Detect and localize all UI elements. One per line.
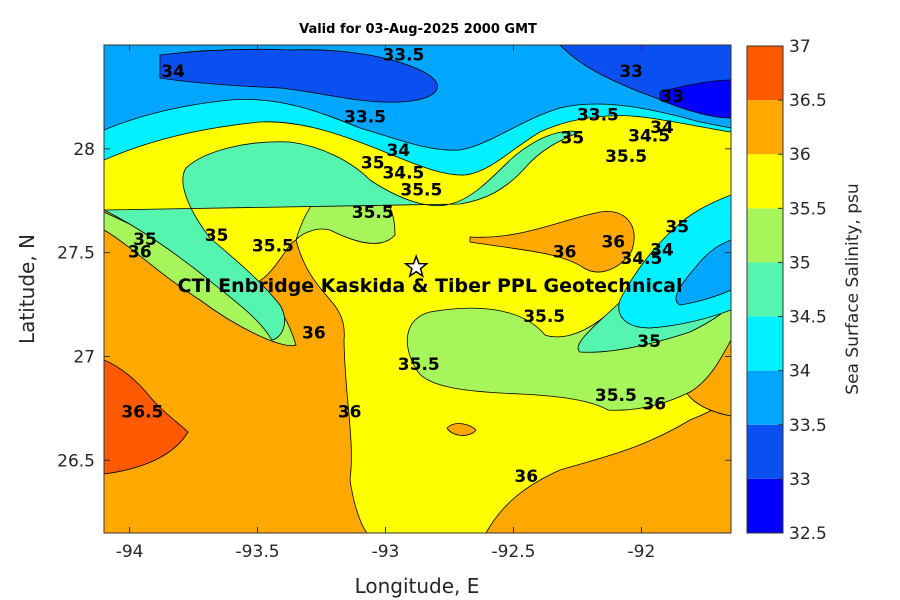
- contour-label: 36.5: [121, 403, 163, 423]
- y-tick-label: 27.5: [57, 244, 95, 264]
- contour-label: 34: [161, 62, 185, 82]
- site-marker: [403, 253, 429, 278]
- contour-label: 35: [133, 230, 157, 250]
- contour-label: 36: [338, 403, 362, 423]
- x-axis: -94 -93.5 -93 -92.5 -92: [116, 45, 656, 562]
- colorbar-segment: [747, 262, 783, 317]
- x-tick-label: -93.5: [236, 542, 280, 562]
- contour-label: 36: [642, 394, 666, 414]
- contour-label: 33: [660, 87, 684, 107]
- colorbar-tick-label: 35.5: [789, 199, 827, 219]
- y-tick-label: 26.5: [57, 451, 95, 471]
- contour-label: 36: [514, 467, 538, 487]
- contour-label: 35: [205, 226, 229, 246]
- contour-label: 36: [128, 243, 152, 263]
- contour-label: 35.5: [595, 386, 637, 406]
- contour-label: 35.5: [605, 147, 647, 167]
- contour-label: 35.5: [352, 203, 394, 223]
- colorbar-tick-label: 36.5: [789, 91, 827, 111]
- contour-label: 35.5: [252, 236, 294, 256]
- contour-label: 34: [650, 241, 674, 261]
- contour-field: [104, 45, 731, 533]
- y-tick-label: 28: [73, 140, 95, 160]
- colorbar-tick-label: 33: [789, 470, 811, 490]
- colorbar-tick-label: 33.5: [789, 416, 827, 436]
- colorbar-segment: [747, 478, 783, 533]
- colorbar-tick-label: 37: [789, 37, 811, 57]
- star-icon: [403, 253, 429, 278]
- y-tick-label: 27: [73, 347, 95, 367]
- colorbar-segment: [747, 100, 783, 155]
- band-36-36.5-center: [469, 211, 635, 273]
- colorbar-frame: [746, 45, 784, 534]
- chart-title: Valid for 03-Aug-2025 2000 GMT: [299, 22, 537, 37]
- contour-label: 35: [665, 218, 689, 238]
- band-36-36.5-blob: [446, 423, 477, 436]
- x-tick-label: -92.5: [491, 542, 535, 562]
- contour-label: 36: [601, 232, 625, 252]
- contour-label: 33.5: [382, 45, 424, 65]
- plot-frame: [103, 44, 732, 534]
- x-tick-label: -93: [372, 542, 400, 562]
- colorbar-tick-label: 34: [789, 362, 811, 382]
- colorbar-segment: [747, 208, 783, 263]
- contour-label: 34: [650, 118, 674, 138]
- contour-label: 35.5: [398, 355, 440, 375]
- y-axis-label: Latitude, N: [15, 234, 39, 344]
- contour-label: 34.5: [620, 249, 662, 269]
- contour-label: 35.5: [400, 180, 442, 200]
- colorbar-segment: [747, 154, 783, 209]
- colorbar-segment: [747, 370, 783, 425]
- band-36.5-37: [104, 359, 189, 475]
- colorbar-segment: [747, 46, 783, 101]
- contour-label: 33: [619, 62, 643, 82]
- colorbar: 32.5 33 33.5 34 34.5 35 35.5 36 36.5 37: [746, 37, 827, 544]
- colorbar-label: Sea Surface Salinity, psu: [843, 183, 863, 394]
- colorbar-segment: [747, 316, 783, 371]
- y-axis: 26.5 27 27.5 28: [57, 140, 731, 471]
- contour-label: 35: [637, 332, 661, 352]
- contour-label: 36: [302, 324, 326, 344]
- contour-label: 36: [553, 243, 577, 263]
- contour-label: 34: [386, 141, 410, 161]
- band-32.5-33: [659, 79, 731, 119]
- contour-label: 34.5: [382, 164, 424, 184]
- contour-label: 34.5: [628, 126, 670, 146]
- colorbar-tick-label: 34.5: [789, 308, 827, 328]
- band-34-34.5: [104, 45, 731, 329]
- contour-label: 35.5: [523, 307, 565, 327]
- site-label: CTI Enbridge Kaskida & Tiber PPL Geotech…: [178, 275, 683, 297]
- x-axis-label: Longitude, E: [355, 574, 480, 598]
- colorbar-tick-label: 36: [789, 145, 811, 165]
- colorbar-tick-label: 32.5: [789, 524, 827, 544]
- contour-label: 35: [560, 128, 584, 148]
- x-tick-label: -92: [628, 542, 656, 562]
- colorbar-tick-label: 35: [789, 253, 811, 273]
- contour-label: 33.5: [577, 106, 619, 126]
- contour-label: 35: [361, 153, 385, 173]
- colorbar-segment: [747, 424, 783, 479]
- x-tick-label: -94: [116, 542, 144, 562]
- contour-label: 33.5: [344, 108, 386, 128]
